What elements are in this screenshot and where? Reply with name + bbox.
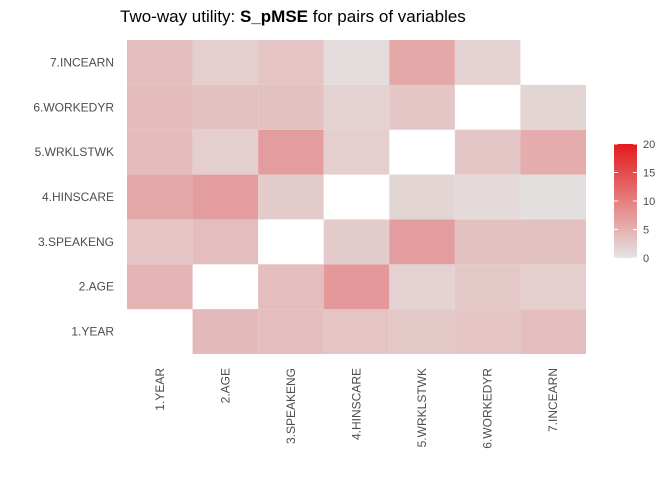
heatmap-cell-year-hinscare [127,174,193,220]
heatmap-cell-wrklstwk-workedyr [389,84,455,130]
x-tick-label-workedyr: 6.WORKEDYR [481,368,495,449]
heatmap-cell-age-wrklstwk [192,129,259,175]
heatmap-cell-workedyr-incearn [454,40,521,85]
legend-tick-label-20: 20 [643,139,655,151]
chart-title-metric: S_pMSE [240,7,308,26]
heatmap-cell-incearn-speakeng [520,219,586,265]
y-tick-label-speakeng: 3.SPEAKENG [38,235,114,249]
legend-tick-label-5: 5 [643,225,649,237]
heatmap-cell-hinscare-age [323,264,390,310]
y-tick-label-incearn: 7.INCEARN [50,55,114,69]
legend-colorbar [614,144,637,258]
legend-tick-label-0: 0 [643,253,649,265]
heatmap-cell-workedyr-hinscare [454,174,521,220]
heatmap-cell-wrklstwk-hinscare [389,174,455,220]
y-tick-label-year: 1.YEAR [71,325,114,339]
heatmap-cells [127,40,586,354]
heatmap-cell-year-workedyr [127,84,193,130]
heatmap-cell-hinscare-year [323,309,390,354]
heatmap-cell-speakeng-hinscare [258,174,324,220]
legend-tick-label-10: 10 [643,196,655,208]
legend-tick-label-15: 15 [643,168,655,180]
chart-title-suffix: for pairs of variables [308,7,466,26]
heatmap-cell-incearn-hinscare [520,174,586,220]
heatmap-cell-incearn-workedyr [520,84,586,130]
heatmap-cell-wrklstwk-year [389,309,455,354]
heatmap-cell-wrklstwk-incearn [389,40,455,85]
heatmap-cell-wrklstwk-speakeng [389,219,455,265]
x-tick-label-year: 1.YEAR [153,368,167,411]
heatmap-cell-speakeng-incearn [258,40,324,85]
x-tick-label-wrklstwk: 5.WRKLSTWK [415,368,429,447]
chart-title-prefix: Two-way utility: [120,7,240,26]
heatmap-cell-hinscare-incearn [323,40,390,85]
heatmap-cell-speakeng-age [258,264,324,310]
y-tick-label-workedyr: 6.WORKEDYR [33,100,114,114]
heatmap-cell-year-speakeng [127,219,193,265]
x-tick-label-incearn: 7.INCEARN [546,368,560,432]
heatmap-cell-hinscare-speakeng [323,219,390,265]
y-axis-tick-labels: 1.YEAR 2.AGE 3.SPEAKENG 4.HINSCARE 5.WRKLSTW… [33,55,114,338]
heatmap-cell-wrklstwk-age [389,264,455,310]
heatmap-cell-workedyr-speakeng [454,219,521,265]
heatmap-cell-hinscare-workedyr [323,84,390,130]
heatmap-cell-age-workedyr [192,84,259,130]
x-tick-label-hinscare: 4.HINSCARE [350,368,364,440]
heatmap-cell-year-age [127,264,193,310]
heatmap-cell-age-hinscare [192,174,259,220]
heatmap-cell-speakeng-workedyr [258,84,324,130]
y-tick-label-hinscare: 4.HINSCARE [42,190,114,204]
heatmap-cell-workedyr-year [454,309,521,354]
heatmap-cell-incearn-age [520,264,586,310]
x-tick-label-speakeng: 3.SPEAKENG [284,368,298,444]
heatmap-cell-age-speakeng [192,219,259,265]
heatmap-cell-speakeng-year [258,309,324,354]
heatmap-cell-age-incearn [192,40,259,85]
chart-title: Two-way utility: S_pMSE for pairs of var… [120,7,466,26]
heatmap-cell-year-wrklstwk [127,129,193,175]
x-axis-tick-labels: 1.YEAR 2.AGE 3.SPEAKENG 4.HINSCARE 5.WRKLSTW… [153,368,560,449]
heatmap-cell-incearn-wrklstwk [520,129,586,175]
y-tick-label-wrklstwk: 5.WRKLSTWK [35,145,114,159]
y-tick-label-age: 2.AGE [79,280,114,294]
heatmap-cell-workedyr-age [454,264,521,310]
heatmap-cell-incearn-year [520,309,586,354]
heatmap-cell-hinscare-wrklstwk [323,129,390,175]
x-tick-label-age: 2.AGE [218,368,232,403]
color-legend: 0 5 10 15 20 [614,139,655,265]
heatmap-cell-speakeng-wrklstwk [258,129,324,175]
heatmap-cell-age-year [192,309,259,354]
heatmap-cell-workedyr-wrklstwk [454,129,521,175]
heatmap-cell-year-incearn [127,40,193,85]
